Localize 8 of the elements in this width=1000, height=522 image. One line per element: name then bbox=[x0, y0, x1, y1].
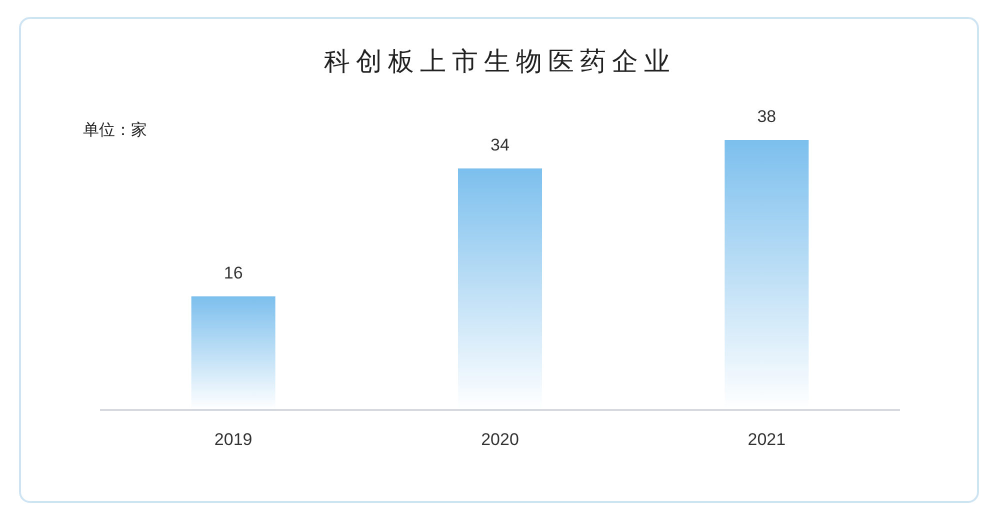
x-tick-label: 2019 bbox=[214, 430, 252, 449]
text: 单位：家 bbox=[83, 121, 147, 139]
data-label: 16 bbox=[224, 263, 243, 282]
data-label: 38 bbox=[757, 107, 776, 126]
x-tick-label: 2020 bbox=[481, 430, 519, 449]
data-label: 34 bbox=[490, 135, 510, 154]
chart-title: 科创板上市生物医药企业 bbox=[324, 46, 676, 76]
x-tick-label: 2021 bbox=[748, 430, 786, 449]
